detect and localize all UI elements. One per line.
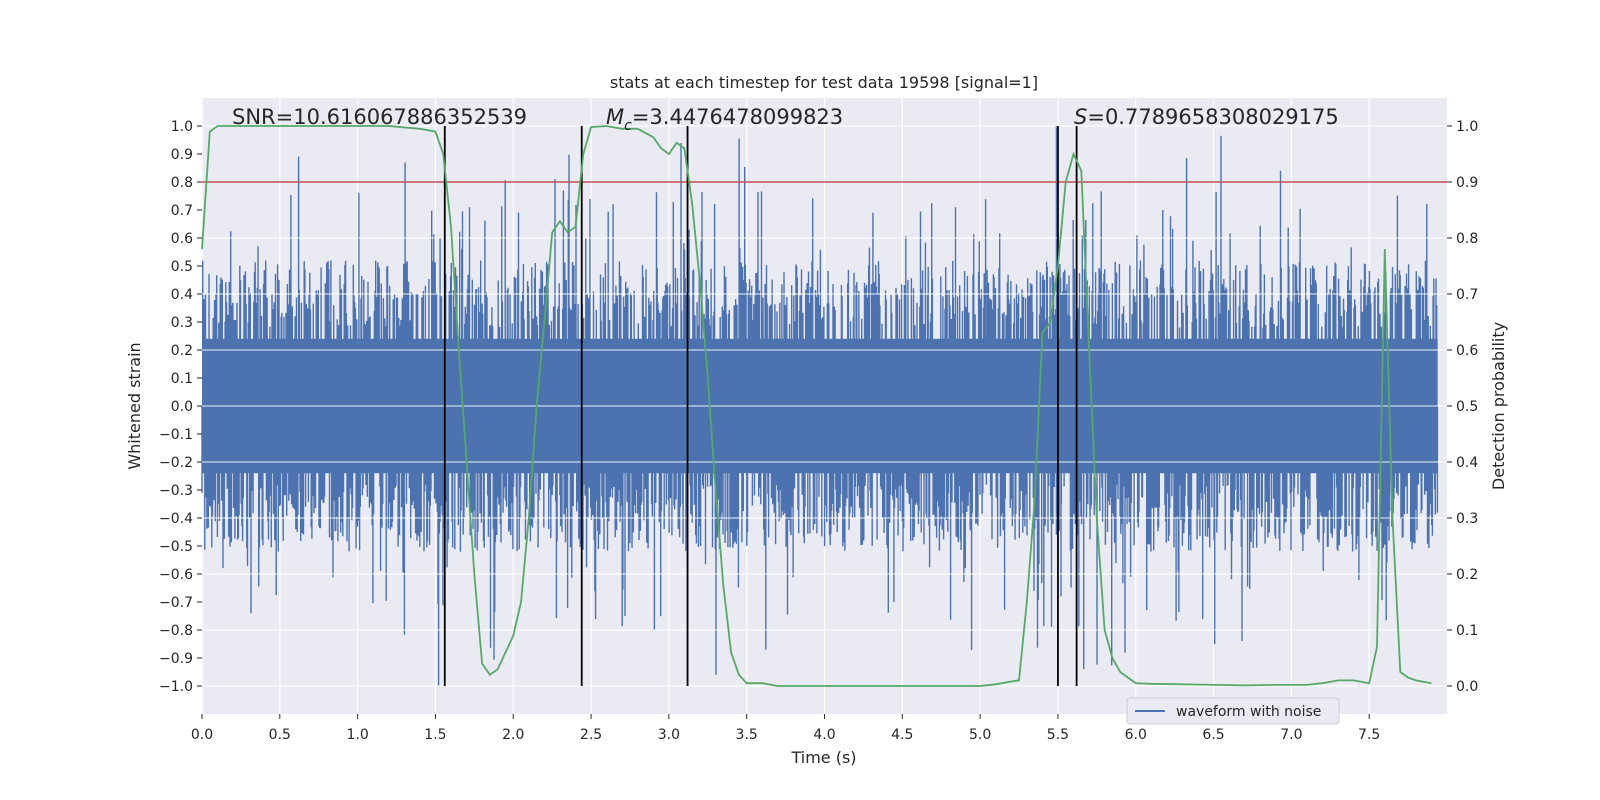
y-tick-label: −0.9 (159, 651, 193, 667)
x-tick-label: 4.5 (891, 727, 913, 743)
x-tick-label: 1.0 (346, 727, 368, 743)
x-tick-label: 7.0 (1280, 727, 1302, 743)
y-tick-label: −1.0 (159, 679, 193, 695)
y-tick-label: −0.8 (159, 623, 193, 639)
y-tick-label: 0.9 (171, 147, 193, 163)
x-tick-label: 3.0 (658, 727, 680, 743)
y-right-tick-label: 0.6 (1456, 343, 1478, 359)
x-tick-label: 6.0 (1125, 727, 1147, 743)
legend-label: waveform with noise (1176, 704, 1321, 720)
x-tick-label: 2.5 (580, 727, 602, 743)
y-right-tick-label: 0.9 (1456, 175, 1478, 191)
y-right-tick-label: 0.7 (1456, 287, 1478, 303)
x-tick-label: 7.5 (1358, 727, 1380, 743)
x-tick-label: 3.5 (736, 727, 758, 743)
left-ticks: 1.0 0.9 0.8 0.7 0.6 0.5 0.4 0.3 0.2 0.1 0.0 −0.1 −0.… (159, 119, 202, 695)
y-tick-label: −0.1 (159, 427, 193, 443)
x-tick-label: 5.5 (1047, 727, 1069, 743)
mc-annotation: Mc=3.4476478099823 (606, 105, 843, 134)
y-right-tick-label: 0.8 (1456, 231, 1478, 247)
y-tick-label: 0.3 (171, 315, 193, 331)
legend: waveform with noise (1126, 697, 1340, 725)
y-tick-label: 0.0 (171, 399, 193, 415)
y-tick-label: −0.6 (159, 567, 193, 583)
s-value: =0.7789658308029175 (1087, 105, 1338, 129)
x-tick-label: 4.0 (813, 727, 835, 743)
x-tick-label: 2.0 (502, 727, 524, 743)
x-tick-label: 1.5 (424, 727, 446, 743)
y-right-tick-label: 0.4 (1456, 455, 1478, 471)
s-annotation: S=0.7789658308029175 (1074, 105, 1339, 129)
y-right-tick-label: 0.1 (1456, 623, 1478, 639)
y-right-tick-label: 0.5 (1456, 399, 1478, 415)
detection-probability-line (201, 125, 1432, 687)
y-tick-label: 0.2 (171, 343, 193, 359)
y-axis-label: Whitened strain (125, 342, 144, 469)
y-tick-label: −0.7 (159, 595, 193, 611)
y-tick-label: 0.8 (171, 175, 193, 191)
y-tick-label: 1.0 (171, 119, 193, 135)
x-tick-label: 0.5 (269, 727, 291, 743)
y-tick-label: 0.6 (171, 231, 193, 247)
y-tick-label: 0.5 (171, 259, 193, 275)
y-right-tick-label: 0.3 (1456, 511, 1478, 527)
y-axis-right-label: Detection probability (1489, 322, 1508, 490)
s-symbol: S (1074, 105, 1087, 129)
x-axis-label: Time (s) (790, 748, 856, 767)
y-right-tick-label: 0.0 (1456, 679, 1478, 695)
probability-series-group (201, 125, 1432, 687)
snr-annotation: SNR=10.616067886352539 (232, 105, 527, 129)
x-tick-label: 0.0 (191, 727, 213, 743)
y-tick-label: −0.4 (159, 511, 193, 527)
y-tick-label: −0.2 (159, 455, 193, 471)
y-tick-label: −0.3 (159, 483, 193, 499)
y-right-tick-label: 0.2 (1456, 567, 1478, 583)
chart-title: stats at each timestep for test data 195… (610, 73, 1038, 92)
mc-subscript: c (624, 118, 632, 134)
mc-symbol: M (606, 105, 624, 129)
legend-box (1126, 697, 1340, 725)
y-tick-label: 0.1 (171, 371, 193, 387)
y-tick-label: 0.4 (171, 287, 193, 303)
y-tick-label: 0.7 (171, 203, 193, 219)
x-tick-label: 6.5 (1202, 727, 1224, 743)
y-tick-label: −0.5 (159, 539, 193, 555)
mc-value: =3.4476478099823 (632, 105, 843, 129)
x-ticks: 0.0 0.5 1.0 1.5 2.0 2.5 3.0 3.5 4.0 4.5 5.0 5.5 6.0 6… (191, 714, 1380, 743)
y-right-tick-label: 1.0 (1456, 119, 1478, 135)
x-tick-label: 5.0 (969, 727, 991, 743)
vertical-lines (443, 126, 1078, 686)
right-ticks: 1.0 0.9 0.8 0.7 0.6 0.5 0.4 0.3 0.2 0.1 0.0 (1447, 119, 1478, 695)
